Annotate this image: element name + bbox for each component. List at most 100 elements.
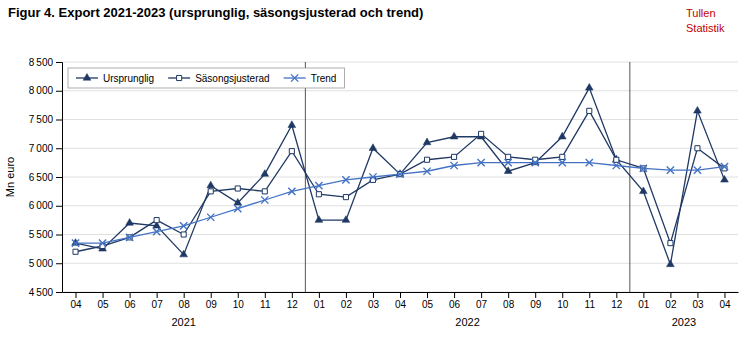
- plot-area: 4 5005 0005 5006 0006 5007 0007 5008 000…: [29, 57, 739, 310]
- point: [479, 131, 484, 136]
- point: [504, 167, 512, 174]
- x-tick-mark: [184, 292, 185, 298]
- grid: [62, 62, 738, 292]
- y-tick-label: 8 000: [29, 85, 54, 96]
- point: [180, 222, 187, 229]
- series: [72, 159, 728, 247]
- series-line: [76, 111, 725, 252]
- grid-line: [62, 90, 738, 91]
- point: [721, 163, 728, 170]
- y-tick: 7 500: [29, 114, 62, 125]
- grid-line: [62, 148, 738, 149]
- legend-frame: [68, 68, 344, 88]
- x-tick-label: 08: [179, 299, 191, 310]
- x-tick-label: 02: [665, 299, 677, 310]
- grid-line: [62, 62, 738, 63]
- x-tick-label: 10: [233, 299, 245, 310]
- x-tick: 08: [179, 292, 191, 310]
- x-tick-mark: [292, 292, 293, 298]
- y-tick: 8 500: [29, 57, 62, 68]
- point: [72, 240, 79, 247]
- point: [288, 188, 295, 195]
- x-tick-mark: [535, 292, 536, 298]
- y-tick: 6 500: [29, 172, 62, 183]
- x-tick-label: 05: [97, 299, 109, 310]
- point: [342, 176, 349, 183]
- point: [423, 168, 430, 175]
- point: [424, 157, 429, 162]
- point: [477, 132, 485, 139]
- x-tick-label: 11: [585, 299, 596, 310]
- x-tick-label: 06: [125, 299, 137, 310]
- x-tick: 11: [585, 292, 596, 310]
- point: [316, 192, 321, 197]
- y-tick-mark: [56, 177, 62, 178]
- x-tick: 10: [233, 292, 245, 310]
- x-tick: 04: [70, 292, 82, 310]
- point: [207, 214, 214, 221]
- point: [695, 146, 700, 151]
- x-tick-label: 12: [611, 299, 623, 310]
- x-tick-label: 07: [476, 299, 488, 310]
- separator: [305, 62, 306, 292]
- grid-line: [62, 119, 738, 120]
- point: [640, 165, 647, 172]
- x-tick-label: 09: [530, 299, 542, 310]
- x-tick: 01: [314, 292, 326, 310]
- point: [369, 144, 377, 151]
- y-tick-mark: [56, 62, 62, 63]
- y-tick: 6 000: [29, 200, 62, 211]
- x-tick-label: 09: [206, 299, 218, 310]
- x-tick-mark: [508, 292, 509, 298]
- x-tick-mark: [697, 292, 698, 298]
- point: [180, 250, 188, 257]
- y-tick-label: 6 000: [29, 200, 54, 211]
- y-tick-label: 7 000: [29, 143, 54, 154]
- x-tick-mark: [103, 292, 104, 298]
- y-tick: 4 500: [29, 287, 62, 298]
- x-tick-label: 08: [503, 299, 515, 310]
- x-tick: 11: [260, 292, 271, 310]
- grid-line: [62, 205, 738, 206]
- x-tick: 01: [638, 292, 650, 310]
- point: [234, 198, 242, 205]
- y-tick-mark: [56, 235, 62, 236]
- point: [181, 232, 186, 237]
- y-tick-mark: [56, 292, 62, 293]
- y-tick-mark: [56, 148, 62, 149]
- year-label: 2023: [672, 316, 696, 328]
- x-tick-label: 04: [70, 299, 82, 310]
- point: [477, 159, 484, 166]
- y-tick-mark: [56, 206, 62, 207]
- point: [694, 166, 701, 173]
- point: [126, 234, 133, 241]
- y-tick-mark: [56, 120, 62, 121]
- x-tick-mark: [238, 292, 239, 298]
- x-tick-label: 07: [152, 299, 164, 310]
- point: [153, 228, 160, 235]
- x-tick-label: 03: [368, 299, 380, 310]
- x-tick-label: 05: [422, 299, 434, 310]
- x-tick: 04: [719, 292, 731, 310]
- x-tick: 05: [422, 292, 434, 310]
- x-tick-mark: [589, 292, 590, 298]
- y-tick-label: 5 000: [29, 258, 54, 269]
- point: [560, 154, 565, 159]
- point: [396, 171, 403, 178]
- point: [73, 249, 78, 254]
- x-tick: 12: [287, 292, 299, 310]
- x-tick-mark: [346, 292, 347, 298]
- legend-label: Ursprunglig: [103, 73, 154, 84]
- point: [612, 155, 620, 162]
- y-tick: 7 000: [29, 143, 62, 154]
- x-tick-mark: [400, 292, 401, 298]
- point: [587, 108, 592, 113]
- separator: [629, 62, 630, 292]
- x-tick-mark: [319, 292, 320, 298]
- y-tick-mark: [56, 263, 62, 264]
- y-tick: 8 000: [29, 85, 62, 96]
- x-tick: 07: [152, 292, 164, 310]
- legend-item: Trend: [284, 73, 337, 84]
- series: [73, 108, 727, 254]
- x-tick: 02: [665, 292, 677, 310]
